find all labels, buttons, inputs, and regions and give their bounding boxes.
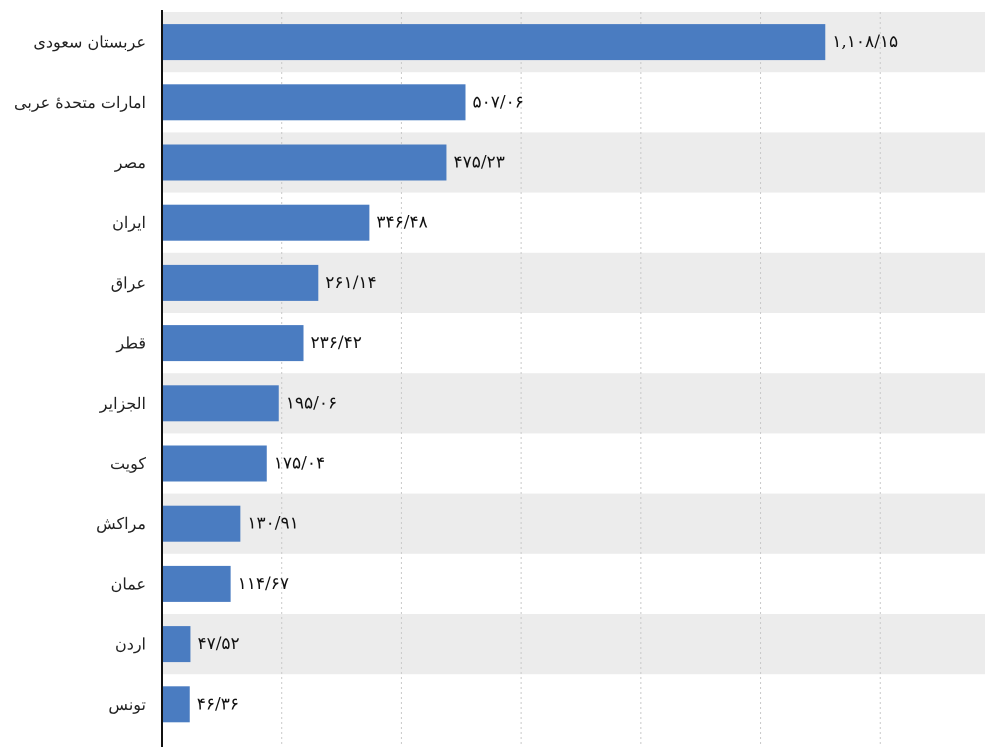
value-label: ۴۷۵/۲۳ [453, 153, 504, 173]
category-labels: عربستان سعودی امارات متحدهٔ عربی مصر ایران ع… [14, 33, 146, 714]
category-label: کویت [110, 454, 146, 473]
row-band [162, 373, 985, 434]
value-labels: ۱,۱۰۸/۱۵ ۵۰۷/۰۶ ۴۷۵/۲۳ ۳۴۶/۴۸ ۲۶۱/۱۴ ۲۳۶/۴۲ ۱۹… [197, 32, 898, 714]
bar [162, 84, 466, 121]
category-label: قطر [115, 334, 146, 353]
bar [162, 385, 279, 422]
bar [162, 445, 267, 482]
bar [162, 144, 447, 181]
value-label: ۱۷۵/۰۴ [274, 454, 325, 474]
value-label: ۱,۱۰۸/۱۵ [832, 32, 898, 52]
value-label: ۱۹۵/۰۶ [286, 393, 337, 413]
value-label: ۳۴۶/۴۸ [376, 213, 427, 233]
bar [162, 24, 826, 61]
bar [162, 264, 319, 301]
value-label: ۵۰۷/۰۶ [472, 92, 523, 112]
bar [162, 505, 241, 542]
bar [162, 686, 190, 723]
value-label: ۲۳۶/۴۲ [311, 333, 362, 353]
row-band [162, 614, 985, 675]
category-label: ایران [112, 213, 146, 232]
category-label: تونس [108, 695, 146, 714]
category-label: اردن [115, 635, 146, 654]
row-bands [162, 12, 985, 675]
category-label: عربستان سعودی [33, 33, 146, 52]
category-label: امارات متحدهٔ عربی [14, 93, 146, 112]
row-band [162, 493, 985, 554]
bars [162, 24, 826, 723]
category-label: عراق [111, 273, 146, 292]
value-label: ۴۷/۵۲ [197, 634, 239, 654]
value-label: ۱۳۰/۹۱ [247, 514, 298, 534]
category-label: مراکش [96, 514, 146, 533]
bar [162, 565, 231, 602]
value-label: ۱۱۴/۶۷ [238, 574, 289, 594]
category-label: مصر [114, 153, 146, 172]
category-label: عمان [111, 574, 146, 593]
bar [162, 626, 191, 663]
bar [162, 325, 304, 362]
value-label: ۴۶/۳۶ [197, 694, 239, 714]
category-label: الجزایر [99, 394, 146, 413]
bar [162, 204, 370, 241]
value-label: ۲۶۱/۱۴ [325, 273, 376, 293]
